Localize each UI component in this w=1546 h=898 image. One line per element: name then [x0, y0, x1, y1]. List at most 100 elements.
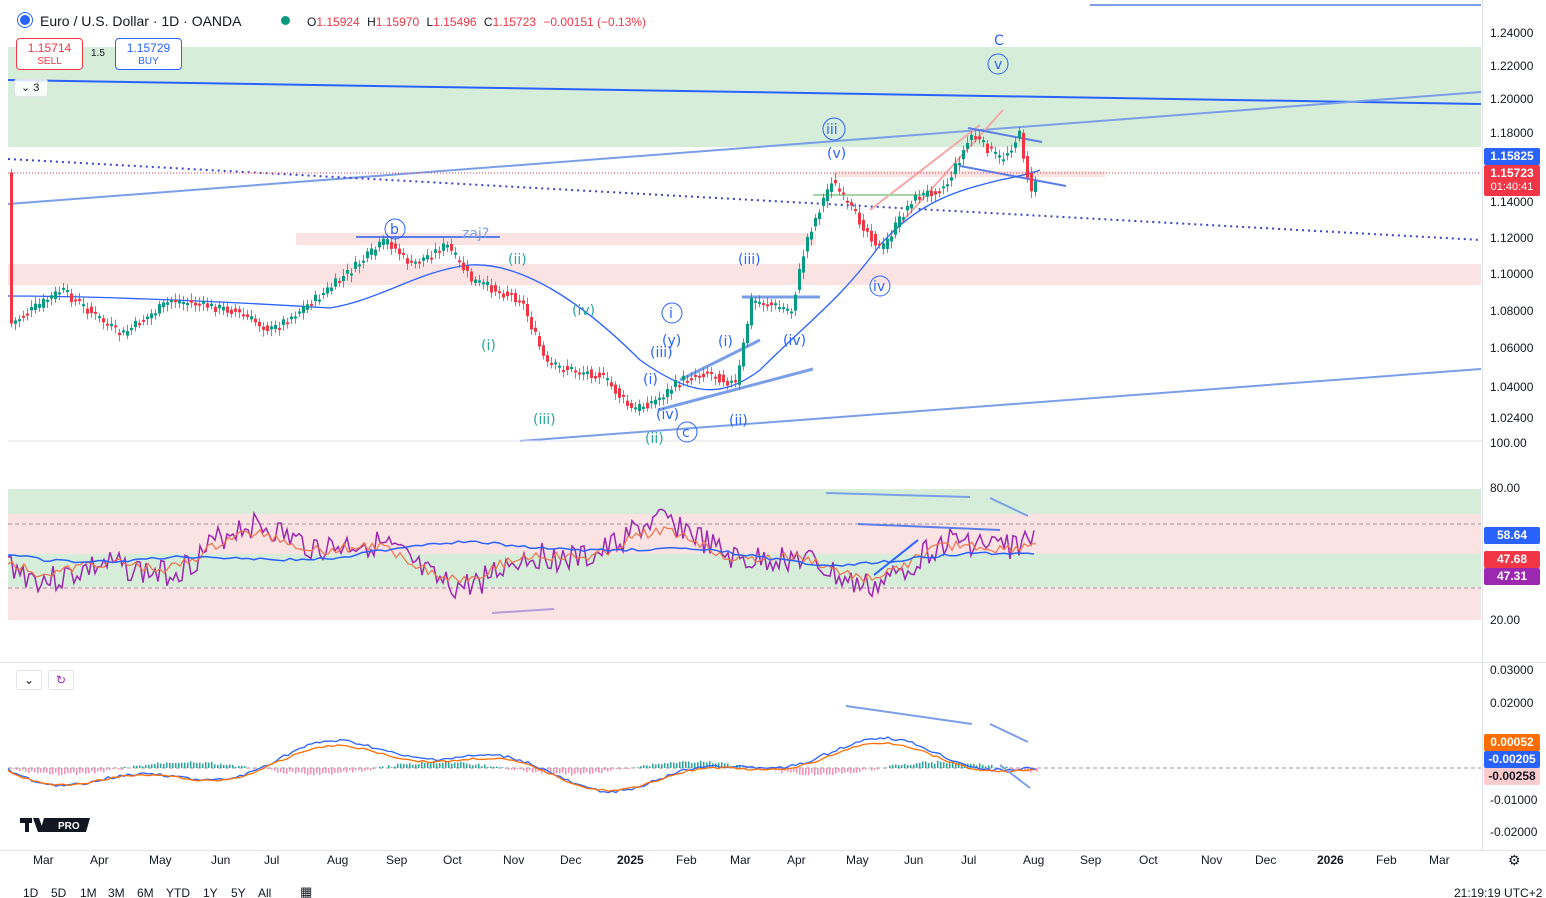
wave-label-iv-blue: (iv): [656, 407, 679, 423]
zone-red-3: [833, 171, 1105, 177]
buy-button[interactable]: 1.15729 BUY: [115, 38, 182, 70]
time-label: 2025: [617, 853, 644, 867]
price-tick: 1.12000: [1490, 231, 1534, 245]
macd-tick: 0.03000: [1490, 663, 1534, 677]
wave-circle-iv: [869, 275, 891, 297]
wave-label-i-green: (i): [481, 338, 496, 354]
macd-histogram: [10, 760, 1038, 776]
trendline-dotted[interactable]: [7, 158, 1482, 241]
wave-label-iii-blue: (iii): [650, 345, 673, 361]
time-label: Apr: [787, 853, 806, 867]
rsi-divergence-line-2: [989, 497, 1029, 517]
spread-value: 1.5: [91, 48, 105, 59]
wave-label-b: b: [390, 222, 399, 238]
rsi-trendline-1: [873, 539, 919, 576]
sell-label: SELL: [37, 56, 62, 67]
symbol-title[interactable]: Euro / U.S. Dollar · 1D · OANDA: [40, 13, 242, 29]
range-1d-button[interactable]: 1D: [23, 886, 39, 898]
wave-label-zaj: zaj?: [462, 226, 489, 242]
indicators-collapse-button[interactable]: ⌄ 3: [14, 79, 48, 97]
wave-label-c-circ: c: [682, 425, 690, 441]
open-value: 1.15924: [316, 15, 360, 29]
price-tag-current: 1.15723 01:40:41: [1484, 165, 1540, 196]
rsi-tick: 20.00: [1490, 613, 1521, 627]
price-tick: 100.00: [1490, 436, 1527, 450]
chart-header: Euro / U.S. Dollar · 1D · OANDA O1.15924…: [0, 0, 1480, 44]
wedge-line-1[interactable]: [657, 367, 814, 412]
top-line[interactable]: [967, 127, 1043, 143]
time-label: Jul: [264, 853, 280, 867]
tradingview-logo[interactable]: PRO: [20, 816, 90, 834]
market-status-icon: [281, 16, 290, 25]
time-label: May: [149, 853, 172, 867]
calendar-icon[interactable]: ▦: [300, 884, 313, 898]
macd-tick: -0.02000: [1490, 825, 1538, 839]
wave-circle-v: [987, 53, 1009, 75]
price-tick: 1.14000: [1490, 195, 1534, 209]
sell-button[interactable]: 1.15714 SELL: [16, 38, 83, 70]
range-all-button[interactable]: All: [258, 886, 272, 898]
time-label: Mar: [1429, 853, 1450, 867]
clock-display[interactable]: 21:19:19 UTC+2: [1454, 886, 1543, 898]
wave-label-C: C: [994, 33, 1004, 49]
pane-divider-2[interactable]: [0, 662, 1546, 663]
refresh-icon: ↻: [55, 673, 67, 687]
price-tick: 1.18000: [1490, 126, 1534, 140]
rsi-tick: 80.00: [1490, 481, 1521, 495]
rsi-zone-oversold: [8, 587, 1481, 620]
range-5d-button[interactable]: 5D: [51, 886, 67, 898]
range-5y-button[interactable]: 5Y: [231, 886, 246, 898]
flag-line[interactable]: [959, 165, 1067, 187]
macd-line: [7, 736, 1037, 794]
range-1m-button[interactable]: 1M: [80, 886, 97, 898]
time-label: Nov: [1201, 853, 1223, 867]
time-label: Jun: [211, 853, 231, 867]
buy-price: 1.15729: [126, 41, 171, 55]
macd-tick: -0.01000: [1490, 793, 1538, 807]
price-tick: 1.10000: [1490, 267, 1534, 281]
zone-red-2: [296, 233, 816, 245]
time-label: Jun: [904, 853, 924, 867]
wave-label-i-small: (i): [643, 372, 658, 388]
range-6m-button[interactable]: 6M: [137, 886, 154, 898]
trendline-lower[interactable]: [519, 368, 1482, 442]
price-tick: 1.02400: [1490, 411, 1534, 425]
wedge-line-2[interactable]: [679, 338, 761, 382]
trendline-channel-top[interactable]: [7, 91, 1482, 205]
wave-circle-c: [676, 421, 698, 443]
macd-refresh-button[interactable]: ↻: [48, 670, 74, 690]
time-label: Feb: [676, 853, 697, 867]
range-1y-button[interactable]: 1Y: [203, 886, 218, 898]
symbol-flag-icon[interactable]: [18, 13, 32, 27]
wave-label-iii-top: iii: [826, 122, 838, 138]
time-label: Sep: [1080, 853, 1102, 867]
chart-canvas[interactable]: C v iii (v) b zaj? (ii) (i) (iv) (iii) (…: [0, 0, 1482, 850]
time-label: Dec: [1255, 853, 1277, 867]
wave-label-iv-blue2: (iv): [783, 333, 806, 349]
wave-label-iii-blue2: (iii): [738, 252, 761, 268]
change-value: −0.00151 (−0.13%): [543, 15, 647, 29]
range-3m-button[interactable]: 3M: [108, 886, 125, 898]
candlestick-series: [10, 127, 1037, 416]
ohlc-readout: O1.15924 H1.15970 L1.15496 C1.15723 −0.0…: [307, 15, 647, 29]
time-label: Feb: [1376, 853, 1397, 867]
macd-divergence-line: [845, 705, 973, 725]
time-label: Mar: [33, 853, 54, 867]
rsi-ma-line: [7, 540, 1035, 567]
trendline-upper[interactable]: [7, 79, 1482, 105]
sma-line: [7, 169, 1041, 391]
time-axis[interactable]: [0, 850, 1546, 872]
price-scale[interactable]: [1482, 0, 1546, 850]
range-ytd-button[interactable]: YTD: [166, 886, 190, 898]
wave-label-i-blue: (i): [718, 334, 733, 350]
price-tick: 1.06000: [1490, 341, 1534, 355]
zone-red-1: [8, 264, 1481, 285]
rsi-divergence-low: [491, 608, 555, 614]
wave-label-v-paren: (v): [827, 146, 846, 162]
macd-collapse-button[interactable]: ⌄: [16, 670, 42, 690]
wave-label-i-circ: i: [669, 306, 673, 322]
price-tick: 1.22000: [1490, 59, 1534, 73]
settings-gear-icon[interactable]: ⚙: [1508, 852, 1521, 868]
wave-circle-i: [661, 302, 683, 324]
wave-circle-b: [384, 218, 406, 240]
